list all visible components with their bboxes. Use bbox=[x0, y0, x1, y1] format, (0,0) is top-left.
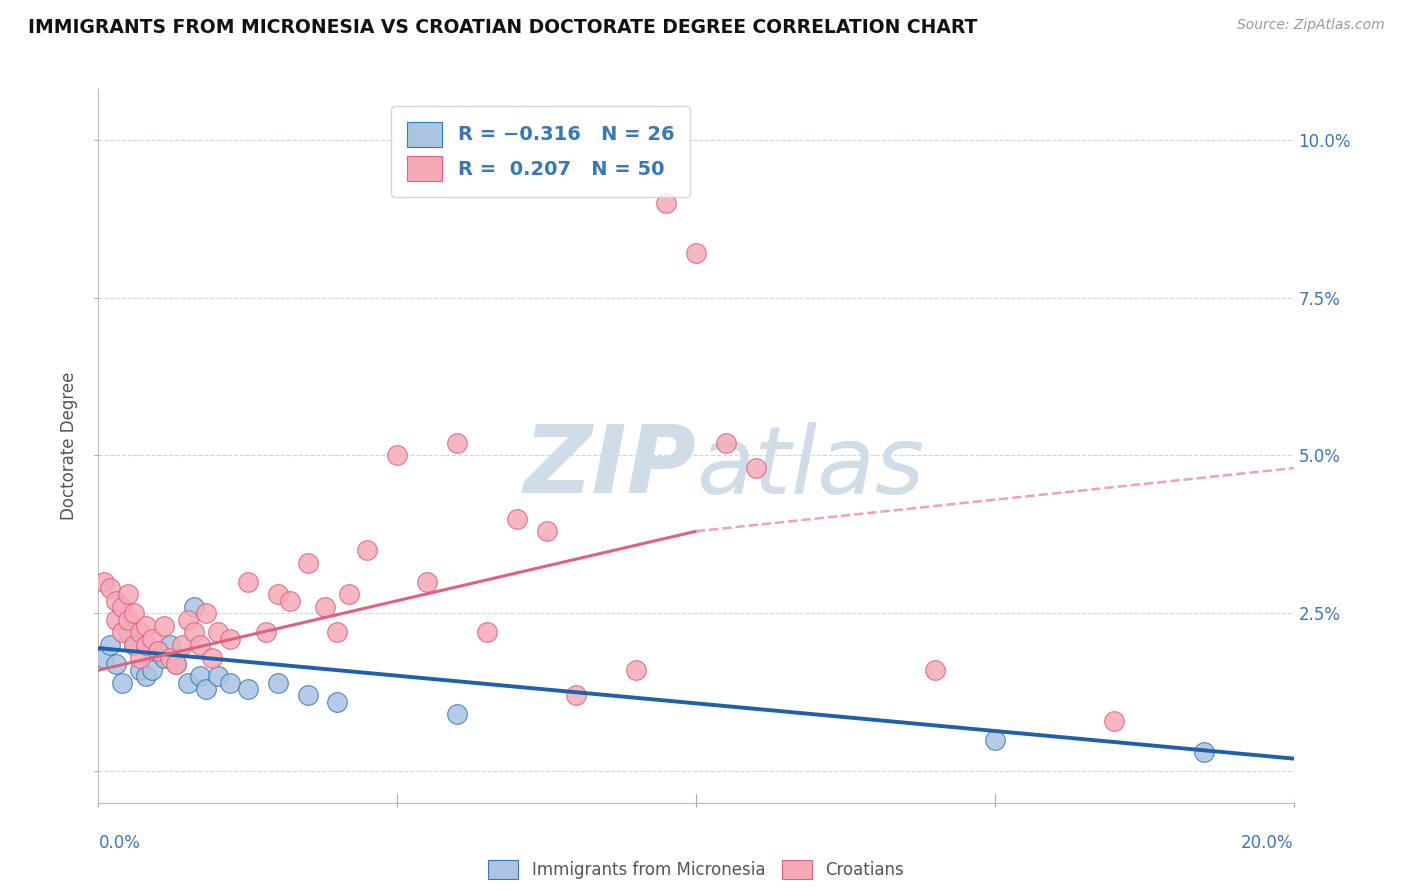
Point bbox=[714, 435, 737, 450]
Point bbox=[195, 607, 218, 621]
Legend: Immigrants from Micronesia, Croatians: Immigrants from Micronesia, Croatians bbox=[479, 851, 912, 888]
Point bbox=[207, 669, 229, 683]
Text: 20.0%: 20.0% bbox=[1241, 834, 1294, 852]
Point bbox=[565, 689, 588, 703]
Point bbox=[148, 644, 170, 658]
Point bbox=[1104, 714, 1126, 728]
Point bbox=[148, 644, 170, 658]
Point bbox=[135, 669, 157, 683]
Text: IMMIGRANTS FROM MICRONESIA VS CROATIAN DOCTORATE DEGREE CORRELATION CHART: IMMIGRANTS FROM MICRONESIA VS CROATIAN D… bbox=[28, 18, 977, 37]
Point bbox=[475, 625, 498, 640]
Text: Source: ZipAtlas.com: Source: ZipAtlas.com bbox=[1237, 18, 1385, 32]
Point bbox=[153, 650, 176, 665]
Point bbox=[93, 650, 115, 665]
Point bbox=[117, 613, 139, 627]
Point bbox=[177, 613, 200, 627]
Text: ZIP: ZIP bbox=[523, 421, 696, 514]
Point bbox=[745, 461, 768, 475]
Point bbox=[219, 632, 242, 646]
Point bbox=[356, 543, 378, 558]
Point bbox=[129, 625, 152, 640]
Point bbox=[141, 663, 163, 677]
Point bbox=[416, 574, 439, 589]
Point bbox=[172, 638, 194, 652]
Point bbox=[195, 682, 218, 697]
Point bbox=[207, 625, 229, 640]
Point bbox=[111, 675, 134, 690]
Point bbox=[984, 732, 1007, 747]
Point bbox=[315, 600, 337, 615]
Point bbox=[141, 632, 163, 646]
Point bbox=[446, 435, 468, 450]
Point bbox=[339, 587, 360, 601]
Point bbox=[165, 657, 187, 671]
Point bbox=[254, 625, 277, 640]
Point bbox=[219, 675, 242, 690]
Point bbox=[236, 574, 259, 589]
Text: atlas: atlas bbox=[696, 422, 924, 513]
Point bbox=[124, 607, 146, 621]
Point bbox=[100, 638, 122, 652]
Point bbox=[159, 650, 181, 665]
Point bbox=[267, 587, 290, 601]
Point bbox=[655, 195, 678, 210]
Point bbox=[124, 638, 146, 652]
Point bbox=[201, 650, 224, 665]
Point bbox=[105, 657, 128, 671]
Point bbox=[111, 600, 134, 615]
Point bbox=[117, 625, 139, 640]
Point bbox=[117, 587, 139, 601]
Point bbox=[129, 650, 152, 665]
Point bbox=[236, 682, 259, 697]
Point bbox=[188, 638, 211, 652]
Point bbox=[135, 619, 157, 633]
Point bbox=[165, 657, 187, 671]
Point bbox=[177, 675, 200, 690]
Point bbox=[1192, 745, 1215, 759]
Point bbox=[105, 613, 128, 627]
Point bbox=[267, 675, 290, 690]
Point bbox=[685, 246, 707, 260]
Point bbox=[135, 638, 157, 652]
Point bbox=[446, 707, 468, 722]
Point bbox=[326, 695, 349, 709]
Point bbox=[297, 556, 319, 570]
Point bbox=[385, 449, 409, 463]
Point bbox=[183, 625, 205, 640]
Point bbox=[124, 638, 146, 652]
Point bbox=[183, 600, 205, 615]
Point bbox=[924, 663, 946, 677]
Point bbox=[111, 625, 134, 640]
Point bbox=[278, 593, 301, 607]
Y-axis label: Doctorate Degree: Doctorate Degree bbox=[60, 372, 79, 520]
Text: 0.0%: 0.0% bbox=[98, 834, 141, 852]
Point bbox=[100, 581, 122, 595]
Point bbox=[93, 574, 115, 589]
Point bbox=[536, 524, 558, 539]
Point bbox=[105, 593, 128, 607]
Point bbox=[129, 663, 152, 677]
Point bbox=[159, 638, 181, 652]
Point bbox=[188, 669, 211, 683]
Point bbox=[506, 511, 529, 525]
Point bbox=[153, 619, 176, 633]
Point bbox=[326, 625, 349, 640]
Point bbox=[297, 689, 319, 703]
Point bbox=[626, 663, 648, 677]
